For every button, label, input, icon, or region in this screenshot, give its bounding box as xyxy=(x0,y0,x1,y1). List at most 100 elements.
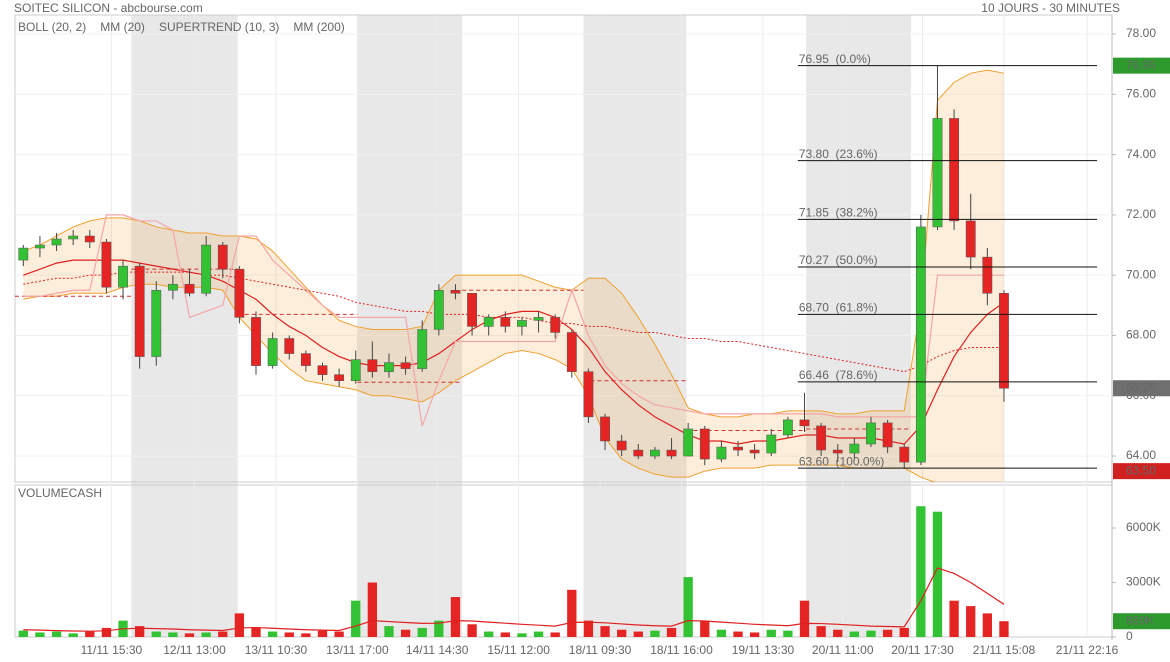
volume-bar xyxy=(367,582,378,637)
candle-body xyxy=(350,359,361,381)
volume-bar xyxy=(633,631,643,637)
volume-bar xyxy=(666,627,677,637)
volume-bar xyxy=(317,630,328,637)
volume-bar xyxy=(234,613,245,637)
candle-body xyxy=(616,440,627,451)
candle-body xyxy=(982,256,993,294)
price-tag-label: 76.95 xyxy=(1126,58,1156,72)
indicator-line xyxy=(23,259,1005,445)
volume-bar xyxy=(982,613,992,637)
volume-title: VOLUMECASH xyxy=(18,486,102,500)
bollinger-upper xyxy=(23,69,1005,418)
candle-body xyxy=(18,247,29,261)
volume-bar xyxy=(583,620,594,637)
day-shading xyxy=(131,15,238,637)
x-tick-label: 21/11 15:08 xyxy=(973,643,1036,657)
volume-bar xyxy=(484,631,494,637)
volume-bar xyxy=(816,626,826,637)
volume-bar xyxy=(218,631,228,637)
candle-body xyxy=(915,226,926,463)
volume-bar xyxy=(251,627,261,637)
candle-body xyxy=(666,449,677,457)
volume-bar xyxy=(18,630,28,637)
y-tick-label: 3000K xyxy=(1126,575,1161,589)
legend-entry: SUPERTREND (10, 3) xyxy=(159,20,279,34)
price-tag-label: 869K xyxy=(1126,613,1154,627)
y-tick-label: 6000K xyxy=(1126,520,1161,534)
volume-bar xyxy=(849,631,860,637)
volume-bar xyxy=(184,633,195,637)
x-tick-label: 13/11 17:00 xyxy=(326,643,389,657)
candle-body xyxy=(167,283,178,291)
candle-body xyxy=(334,374,345,381)
candle-body xyxy=(101,241,112,288)
x-tick-label: 18/11 16:00 xyxy=(650,643,713,657)
volume-bar xyxy=(434,620,444,637)
volume-bar xyxy=(351,600,361,637)
candle-body xyxy=(433,290,444,330)
candle-body xyxy=(699,428,710,460)
candle-body xyxy=(949,118,960,222)
volume-bar xyxy=(35,632,45,637)
candle-body xyxy=(816,425,827,451)
volume-bar xyxy=(384,626,394,637)
x-tick-label: 20/11 11:00 xyxy=(812,643,874,657)
y-tick-label: 74.00 xyxy=(1126,147,1156,161)
candle-body xyxy=(201,244,212,294)
fibonacci-label: 70.27 (50.0%) xyxy=(799,253,878,267)
volume-bar xyxy=(334,631,344,637)
candle-body xyxy=(184,283,195,294)
price-tag-label: 66.25 xyxy=(1126,380,1156,394)
x-tick-label: 11/11 15:30 xyxy=(81,643,143,657)
plot: 11/11 15:30 12/11 13:00 13/11 10:30 13/11 1… xyxy=(14,14,1170,657)
volume-bar xyxy=(450,597,461,637)
candle-body xyxy=(882,422,893,448)
price-tag xyxy=(1113,463,1170,480)
fibonacci-label: 68.70 (61.8%) xyxy=(799,301,878,315)
volume-bar xyxy=(151,631,161,637)
volume-bar xyxy=(267,631,278,637)
candle-body xyxy=(782,419,793,436)
bollinger-area xyxy=(23,70,1004,482)
candle-body xyxy=(151,290,162,357)
legend-entry: MM (200) xyxy=(293,20,344,34)
candle-body xyxy=(317,365,328,375)
volume-bar xyxy=(733,631,743,637)
volume-bar xyxy=(932,511,943,637)
candle-body xyxy=(849,443,860,454)
volume-bar xyxy=(966,606,976,637)
price-tag xyxy=(1113,57,1170,74)
x-tick-label: 15/11 12:00 xyxy=(487,643,550,657)
price-tag-label: 63.50 xyxy=(1126,463,1156,477)
candle-body xyxy=(267,338,278,366)
x-tick-label: 19/11 13:30 xyxy=(732,643,795,657)
candle-body xyxy=(467,293,477,327)
candle-body xyxy=(234,268,245,318)
fibonacci-label: 63.60 (100.0%) xyxy=(799,454,884,468)
volume-bar xyxy=(101,627,112,637)
volume-bar xyxy=(899,627,909,637)
volume-bar xyxy=(833,629,843,637)
volume-bar xyxy=(650,630,660,637)
y-tick-label: 72.00 xyxy=(1126,207,1156,221)
candle-body xyxy=(633,449,644,457)
volume-bar xyxy=(567,589,577,637)
candle-body xyxy=(716,446,727,460)
volume-bar xyxy=(417,627,427,637)
candle-body xyxy=(583,371,594,418)
candle-body xyxy=(384,362,394,372)
candle-body xyxy=(766,434,777,454)
fibonacci-label: 76.95 (0.0%) xyxy=(799,52,871,66)
volume-bar xyxy=(400,629,411,637)
volume-bar xyxy=(999,621,1009,637)
volume-bar xyxy=(201,632,211,637)
volume-bar xyxy=(766,629,776,637)
volume-average xyxy=(23,567,1005,632)
volume-bar xyxy=(550,632,560,637)
x-tick-label: 13/11 10:30 xyxy=(245,643,308,657)
candle-body xyxy=(566,332,577,372)
volume-bar xyxy=(799,600,810,637)
candle-body xyxy=(533,317,544,321)
price-tag xyxy=(1113,613,1170,630)
y-tick-label: 64.00 xyxy=(1126,448,1156,462)
